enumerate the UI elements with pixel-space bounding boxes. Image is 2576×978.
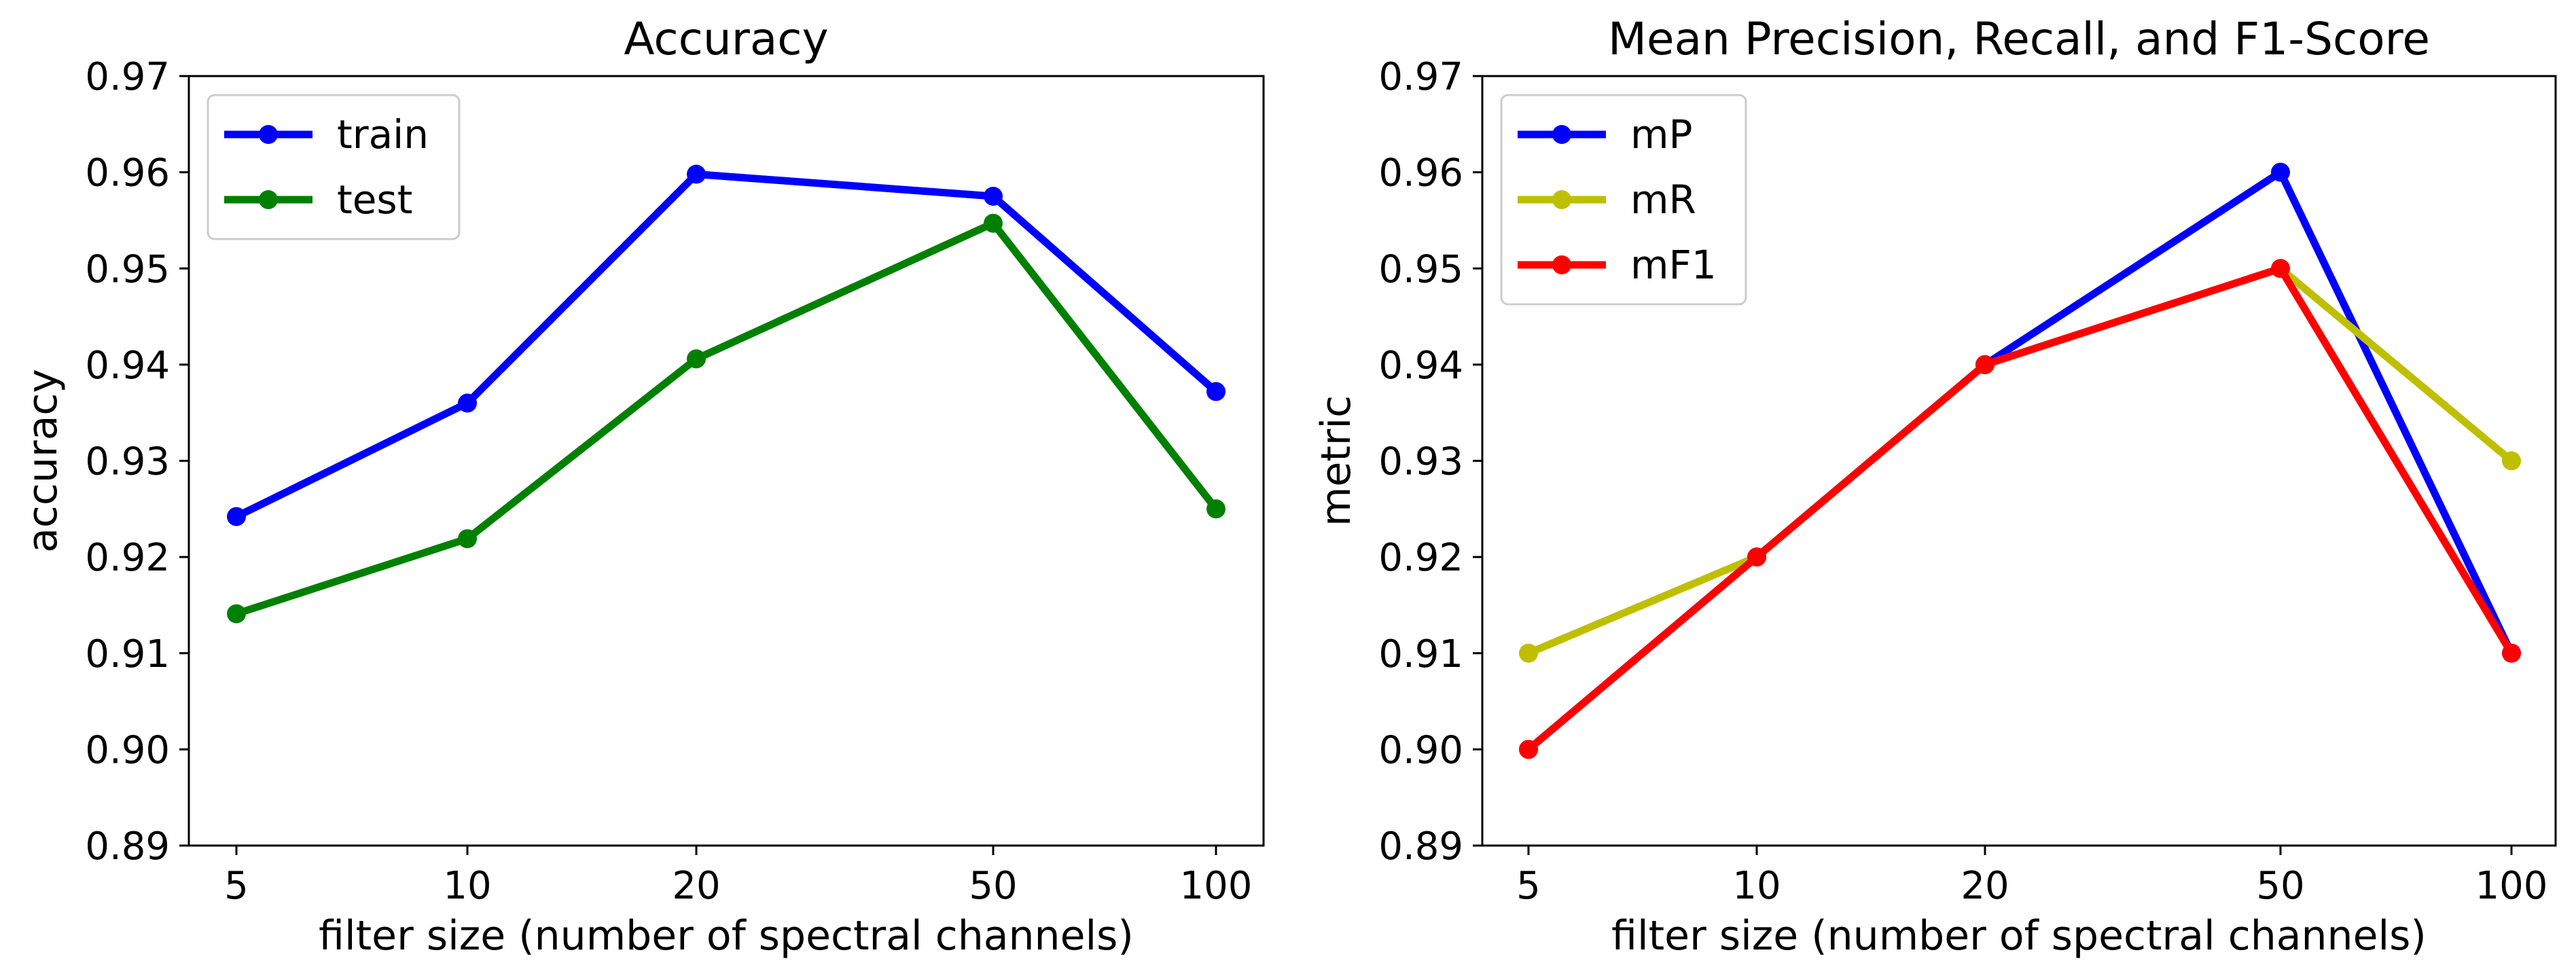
y-tick-label: 0.93 bbox=[85, 440, 170, 484]
y-tick-label: 0.95 bbox=[1378, 247, 1463, 291]
chart-panel-1: Accuracy 0.89 0.90 0.91 0.92 0.93 0.94 0.95 0.96… bbox=[19, 13, 1265, 960]
series-test bbox=[227, 213, 1226, 623]
x-tick-label: 100 bbox=[2475, 864, 2548, 908]
y-tick-label: 0.96 bbox=[1378, 151, 1463, 196]
data-point-train bbox=[227, 507, 246, 526]
series-line-test bbox=[235, 219, 1219, 617]
y-tick-label: 0.89 bbox=[1378, 825, 1463, 869]
x-tick-label: 20 bbox=[672, 864, 720, 908]
y-tick-label: 0.93 bbox=[1378, 440, 1463, 484]
y-tick-label: 0.95 bbox=[85, 247, 170, 291]
x-axis-label: filter size (number of spectral channels… bbox=[319, 912, 1134, 960]
data-point-mF1 bbox=[1519, 740, 1538, 759]
legend-label: mF1 bbox=[1630, 242, 1717, 288]
legend-label: test bbox=[337, 177, 412, 223]
y-tick-label: 0.92 bbox=[1378, 536, 1463, 580]
data-point-test bbox=[227, 604, 246, 623]
data-point-test bbox=[687, 349, 706, 369]
legend-marker-test bbox=[259, 190, 278, 209]
legend-marker-mR bbox=[1552, 190, 1571, 209]
chart-title: Accuracy bbox=[624, 13, 828, 65]
legend-label: train bbox=[337, 111, 429, 158]
legend-marker-train bbox=[259, 125, 278, 144]
data-point-mP bbox=[2271, 162, 2290, 182]
data-point-test bbox=[984, 213, 1003, 233]
series-train bbox=[227, 164, 1226, 526]
data-point-train bbox=[1206, 382, 1226, 401]
data-point-test bbox=[1206, 499, 1226, 519]
y-tick-label: 0.97 bbox=[85, 55, 170, 99]
data-point-mR bbox=[1519, 643, 1538, 663]
legend bbox=[1500, 94, 1747, 306]
y-axis-label: accuracy bbox=[19, 369, 67, 553]
x-tick-label: 20 bbox=[1961, 864, 2009, 908]
data-point-mF1 bbox=[1747, 547, 1766, 567]
legend-label: mP bbox=[1630, 111, 1692, 158]
legend-marker-mP bbox=[1552, 125, 1571, 144]
x-tick-label: 50 bbox=[2256, 864, 2304, 908]
data-point-test bbox=[458, 529, 477, 549]
chart-title: Mean Precision, Recall, and F1-Score bbox=[1608, 13, 2430, 65]
series-mF1 bbox=[1519, 259, 2521, 759]
chart-panel-2: Mean Precision, Recall, and F1-Score 0.89… bbox=[1312, 13, 2557, 960]
y-tick-label: 0.94 bbox=[1378, 344, 1463, 388]
x-tick-label: 10 bbox=[1732, 864, 1781, 908]
legend-marker-mF1 bbox=[1552, 255, 1571, 274]
data-point-mF1 bbox=[1975, 355, 1994, 374]
y-tick-label: 0.89 bbox=[85, 825, 170, 869]
x-tick-label: 5 bbox=[224, 864, 249, 908]
y-tick-label: 0.91 bbox=[85, 632, 170, 676]
series-line-mR bbox=[1526, 264, 2514, 657]
y-tick-label: 0.97 bbox=[1378, 55, 1463, 99]
y-tick-label: 0.91 bbox=[1378, 632, 1463, 676]
x-tick-label: 50 bbox=[969, 864, 1017, 908]
y-tick-label: 0.92 bbox=[85, 536, 170, 580]
legend-label: mR bbox=[1630, 177, 1696, 223]
data-point-mF1 bbox=[2271, 259, 2290, 278]
y-axis-label: metric bbox=[1312, 395, 1360, 526]
y-tick-label: 0.94 bbox=[85, 344, 170, 388]
data-point-train bbox=[984, 187, 1003, 206]
y-tick-label: 0.90 bbox=[1378, 728, 1463, 772]
data-point-mR bbox=[2502, 451, 2521, 471]
x-axis-label: filter size (number of spectral channels… bbox=[1611, 912, 2427, 960]
data-point-train bbox=[458, 393, 477, 413]
data-point-train bbox=[687, 164, 706, 184]
y-tick-label: 0.90 bbox=[85, 728, 170, 772]
series-mR bbox=[1519, 259, 2521, 663]
x-tick-label: 10 bbox=[443, 864, 491, 908]
x-tick-label: 5 bbox=[1516, 864, 1541, 908]
x-tick-label: 100 bbox=[1180, 864, 1253, 908]
y-tick-label: 0.96 bbox=[85, 151, 170, 196]
data-point-mF1 bbox=[2502, 643, 2521, 663]
